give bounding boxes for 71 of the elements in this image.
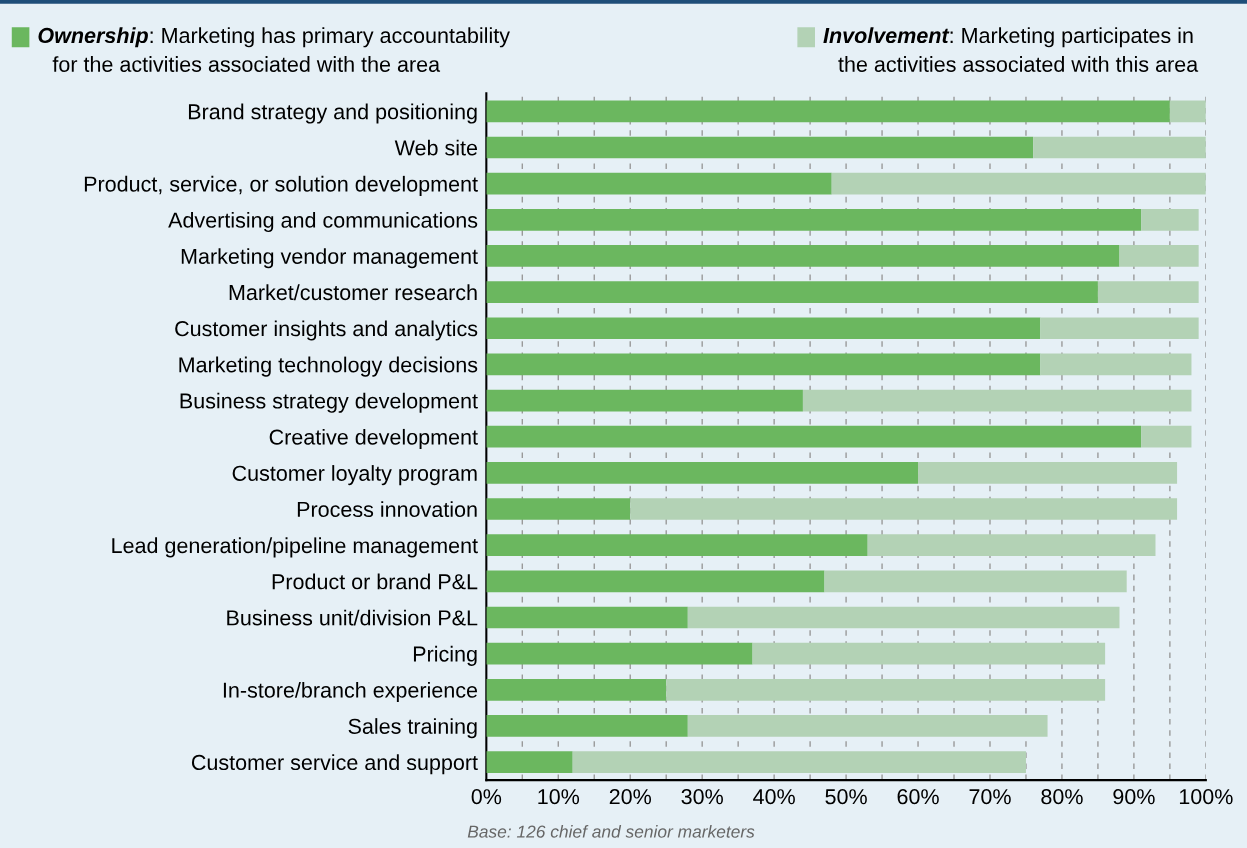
bar [486, 425, 1142, 448]
bar [486, 570, 825, 593]
bar [1033, 136, 1206, 159]
x-tick-label: 70% [969, 789, 1011, 805]
bar [1141, 208, 1199, 231]
bar [687, 715, 1048, 737]
bar [666, 678, 1106, 701]
bar [831, 172, 1206, 195]
y-tick-label: Marketing vendor management [181, 248, 478, 269]
y-tick-label: Customer loyalty program [232, 465, 477, 486]
bar [918, 462, 1178, 484]
x-tick-label: 20% [609, 789, 652, 805]
bar [486, 498, 631, 520]
bar [1040, 317, 1199, 340]
bar [486, 606, 688, 629]
bar [486, 642, 753, 665]
bar [1040, 353, 1192, 376]
text: Base: 126 chief and senior marketers [467, 825, 755, 838]
x-tick-label: 50% [825, 789, 867, 805]
y-tick-label: Web site [394, 139, 478, 156]
bar [867, 534, 1156, 557]
y-tick-label: Business unit/division P&L [227, 609, 478, 626]
y-tick-label: Lead generation/pipeline management [112, 537, 478, 558]
bar [486, 678, 667, 701]
bar [486, 751, 573, 773]
x-tick-label: 0% [471, 789, 502, 805]
bar [687, 606, 1120, 629]
y-tick-label: Sales training [348, 718, 477, 739]
y-tick-label: Product, service, or solution development [84, 175, 478, 196]
y-tick-label: Customer insights and analytics [175, 320, 478, 341]
bar [486, 715, 688, 737]
y-tick-label: Creative development [269, 428, 478, 449]
x-tick-label: 100% [1179, 789, 1233, 805]
bar [486, 317, 1041, 340]
legend-label: Ownership: Marketing has primary accountability for the activities associated with the area [38, 27, 510, 72]
y-tick-label: Customer service and support [191, 754, 478, 775]
bar [486, 462, 919, 484]
bar [824, 570, 1127, 593]
bar [802, 389, 1192, 412]
y-tick-label: Advertising and communications [168, 212, 478, 233]
x-tick-label: 80% [1041, 789, 1083, 805]
y-tick-label: Marketing technology decisions [179, 356, 478, 377]
bar [1119, 245, 1199, 267]
x-tick-label: 30% [681, 789, 723, 805]
bar [486, 245, 1120, 267]
bar [1097, 281, 1199, 303]
bar [572, 751, 1026, 773]
bar [486, 353, 1041, 376]
y-tick-label: Business strategy development [180, 392, 478, 413]
x-tick-label: 10% [538, 789, 580, 805]
bar [486, 389, 803, 412]
bar [486, 172, 832, 195]
bar [486, 136, 1034, 159]
y-tick-label: In-store/branch experience [223, 681, 478, 703]
y-tick-label: Product or brand P&L [272, 573, 478, 590]
bar [486, 281, 1098, 303]
x-tick-label: 60% [897, 789, 939, 805]
y-tick-label: Process innovation [297, 501, 477, 518]
y-tick-label: Market/customer research [229, 284, 477, 301]
y-tick-label: Pricing [413, 645, 477, 666]
bar [1169, 100, 1206, 123]
bar [1141, 425, 1192, 448]
bar [486, 534, 868, 557]
bar [752, 642, 1106, 665]
bar [486, 208, 1142, 231]
x-tick-label: 40% [753, 789, 795, 805]
y-tick-label: Brand strategy and positioning [188, 103, 477, 124]
x-tick-label: 90% [1113, 789, 1155, 805]
legend-label: Involvement: Marketing participates in the activities associated with this area [823, 27, 1199, 72]
bar [630, 498, 1178, 520]
bar [486, 100, 1170, 123]
